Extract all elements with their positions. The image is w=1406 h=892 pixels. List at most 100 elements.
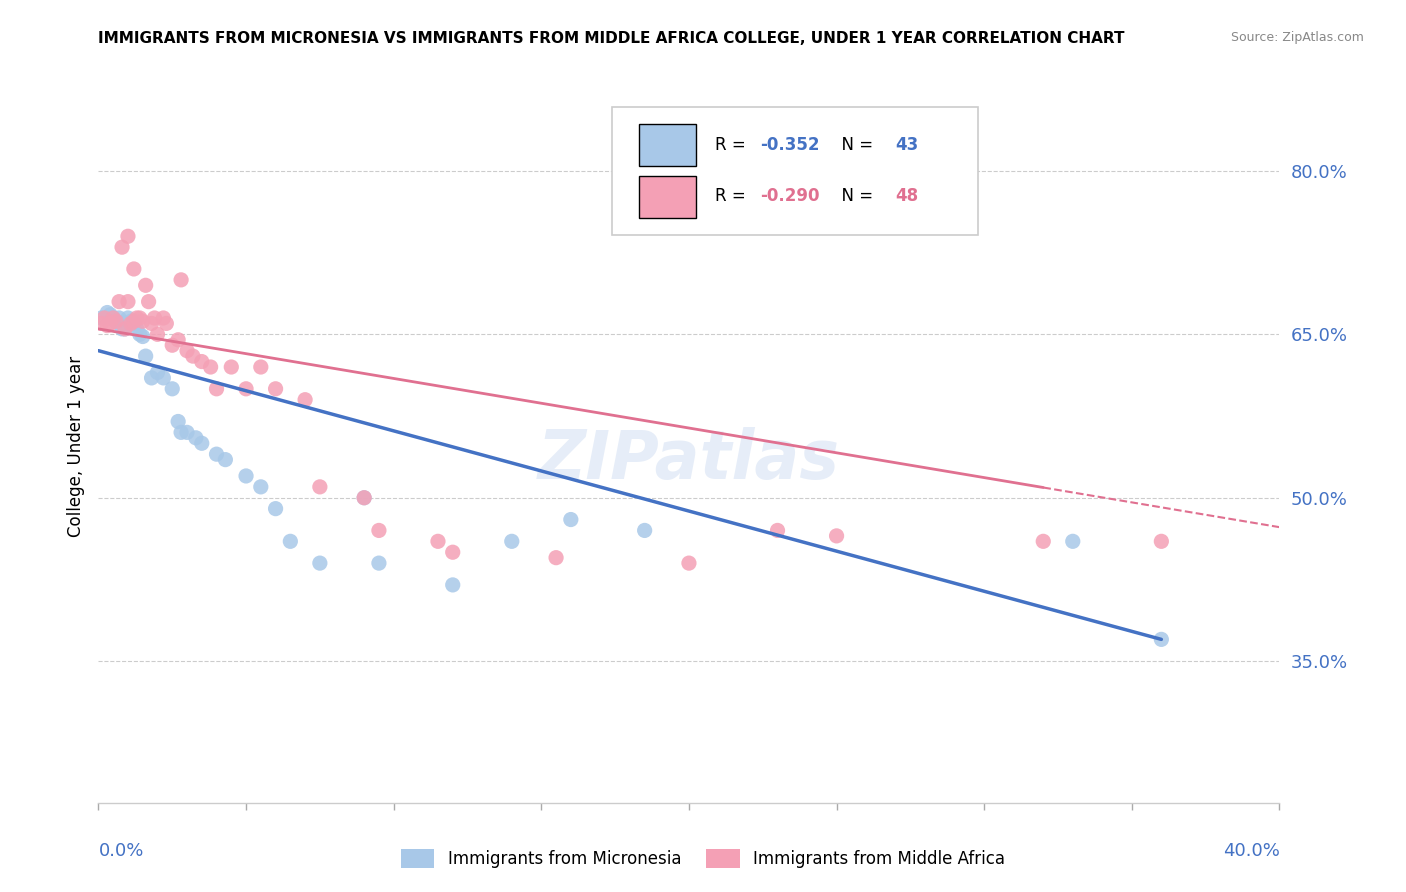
Point	[205, 447, 228, 461]
Point	[184, 431, 207, 445]
Text: -0.290: -0.290	[759, 187, 820, 205]
Point	[278, 534, 302, 549]
Text: 43: 43	[896, 136, 920, 153]
Point	[825, 529, 848, 543]
Point	[162, 382, 183, 396]
Point	[141, 317, 163, 331]
Point	[125, 322, 148, 336]
Legend: Immigrants from Micronesia, Immigrants from Middle Africa: Immigrants from Micronesia, Immigrants f…	[395, 842, 1011, 875]
Point	[96, 305, 118, 319]
Point	[146, 327, 169, 342]
Point	[633, 524, 655, 538]
Point	[90, 310, 112, 325]
Point	[205, 382, 228, 396]
Point	[105, 314, 128, 328]
Point	[117, 318, 139, 333]
Point	[1062, 534, 1084, 549]
Point	[111, 240, 134, 254]
Point	[191, 436, 214, 450]
Point	[114, 322, 136, 336]
Point	[200, 359, 222, 374]
Point	[309, 480, 332, 494]
Point	[191, 354, 214, 368]
Point	[427, 534, 450, 549]
Point	[501, 534, 523, 549]
Text: 0.0%: 0.0%	[98, 842, 143, 860]
Point	[219, 359, 242, 374]
Point	[135, 349, 157, 363]
Y-axis label: College, Under 1 year: College, Under 1 year	[66, 355, 84, 537]
Point	[214, 452, 236, 467]
Point	[152, 371, 174, 385]
FancyBboxPatch shape	[640, 177, 696, 218]
Point	[103, 310, 125, 325]
Point	[181, 349, 204, 363]
Text: R =: R =	[714, 187, 751, 205]
Point	[146, 366, 169, 380]
Point	[111, 322, 134, 336]
Point	[176, 343, 198, 358]
Point	[108, 310, 131, 325]
Point	[117, 229, 139, 244]
Text: 48: 48	[896, 187, 918, 205]
FancyBboxPatch shape	[612, 107, 979, 235]
Point	[117, 310, 139, 325]
Point	[143, 310, 166, 325]
Point	[114, 317, 136, 331]
FancyBboxPatch shape	[640, 124, 696, 166]
Point	[170, 273, 193, 287]
Point	[766, 524, 789, 538]
Point	[152, 310, 174, 325]
Point	[135, 278, 157, 293]
Text: Source: ZipAtlas.com: Source: ZipAtlas.com	[1230, 31, 1364, 45]
Point	[122, 317, 145, 331]
Text: IMMIGRANTS FROM MICRONESIA VS IMMIGRANTS FROM MIDDLE AFRICA COLLEGE, UNDER 1 YEA: IMMIGRANTS FROM MICRONESIA VS IMMIGRANTS…	[98, 31, 1125, 46]
Point	[120, 314, 142, 328]
Text: ZIPatlas: ZIPatlas	[538, 427, 839, 493]
Point	[167, 333, 190, 347]
Point	[132, 329, 155, 343]
Point	[117, 294, 139, 309]
Point	[98, 308, 121, 322]
Point	[155, 317, 177, 331]
Point	[120, 317, 142, 331]
Point	[235, 469, 257, 483]
Point	[103, 310, 125, 325]
Text: N =: N =	[831, 187, 877, 205]
Text: 40.0%: 40.0%	[1223, 842, 1279, 860]
Point	[353, 491, 375, 505]
Point	[93, 310, 115, 325]
Point	[546, 550, 568, 565]
Point	[122, 314, 145, 328]
Point	[368, 524, 391, 538]
Point	[1032, 534, 1054, 549]
Point	[264, 501, 287, 516]
Point	[368, 556, 391, 570]
Point	[441, 578, 464, 592]
Point	[309, 556, 332, 570]
Point	[294, 392, 316, 407]
Point	[264, 382, 287, 396]
Point	[250, 480, 273, 494]
Point	[176, 425, 198, 440]
Point	[141, 371, 163, 385]
Point	[105, 314, 128, 328]
Point	[98, 317, 121, 331]
Point	[235, 382, 257, 396]
Point	[90, 317, 112, 331]
Point	[170, 425, 193, 440]
Point	[111, 317, 134, 331]
Text: -0.352: -0.352	[759, 136, 820, 153]
Point	[353, 491, 375, 505]
Point	[1150, 632, 1173, 647]
Text: N =: N =	[831, 136, 877, 153]
Point	[1150, 534, 1173, 549]
Point	[128, 310, 150, 325]
Point	[125, 310, 148, 325]
Point	[167, 415, 190, 429]
Point	[678, 556, 700, 570]
Point	[441, 545, 464, 559]
Point	[162, 338, 183, 352]
Point	[114, 322, 136, 336]
Point	[108, 294, 131, 309]
